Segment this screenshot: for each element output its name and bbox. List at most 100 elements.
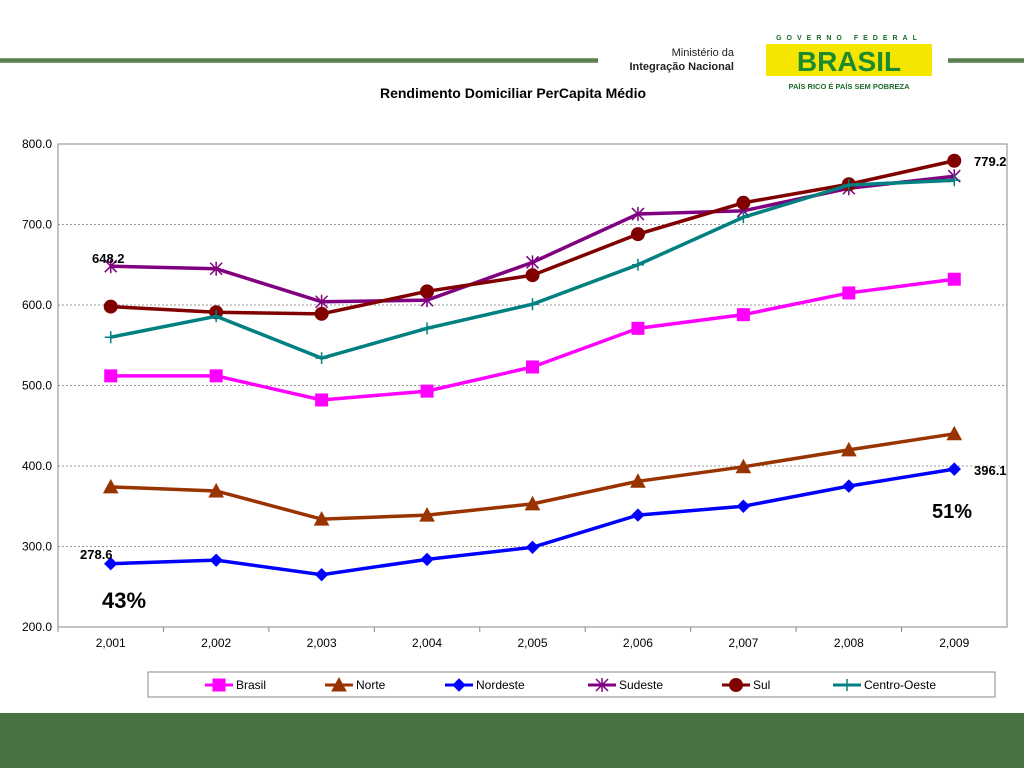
plot-area	[57, 143, 1008, 628]
x-tick-label: 2,007	[728, 636, 758, 650]
data-point	[421, 322, 434, 335]
data-point	[104, 369, 118, 383]
data-point	[419, 507, 435, 522]
data-point	[104, 557, 118, 571]
data-point	[102, 478, 119, 494]
data-point	[736, 499, 751, 513]
label-648: 648.2	[92, 251, 125, 266]
legend-item: Nordeste	[445, 678, 525, 692]
data-point	[208, 482, 225, 498]
data-point	[420, 552, 434, 567]
legend-item: Sul	[722, 678, 770, 692]
series-brasil	[104, 272, 961, 407]
x-tick-label: 2,003	[307, 636, 337, 650]
data-point	[736, 308, 750, 322]
data-point	[526, 360, 539, 374]
data-point	[630, 473, 646, 488]
legend-label: Centro-Oeste	[864, 678, 936, 692]
data-point	[104, 259, 118, 274]
data-point	[452, 678, 466, 692]
series-line	[110, 467, 955, 577]
x-tick-label: 2,001	[96, 636, 126, 650]
legend-item: Sudeste	[588, 678, 663, 692]
data-point	[842, 286, 856, 300]
data-point	[315, 393, 329, 407]
series-nordeste	[104, 462, 961, 582]
data-point	[631, 207, 645, 222]
y-tick-label: 800.0	[22, 137, 52, 151]
data-point	[209, 369, 223, 383]
data-point	[314, 567, 329, 582]
series-norte	[102, 425, 963, 526]
data-point	[525, 268, 540, 283]
label-396: 396.1	[974, 463, 1007, 478]
y-tick-label: 500.0	[22, 379, 52, 393]
logo-bottom-text: PAÍS RICO É PAÍS SEM POBREZA	[789, 82, 911, 91]
series-line	[110, 174, 955, 304]
data-point	[210, 310, 223, 323]
series-centro-oeste	[104, 174, 961, 365]
y-tick-label: 300.0	[22, 540, 52, 554]
pct-51: 51%	[932, 501, 972, 523]
logo-main-text: BRASIL	[797, 46, 901, 77]
data-point	[212, 678, 226, 692]
data-point	[420, 284, 435, 299]
data-point	[420, 384, 434, 398]
label-779: 779.2	[974, 154, 1007, 169]
x-tick-label: 2,004	[412, 636, 442, 650]
y-tick-label: 700.0	[22, 218, 52, 232]
ministry-logo-text: Ministério da Integração Nacional	[606, 46, 734, 74]
data-point	[313, 511, 330, 526]
legend-label: Brasil	[236, 678, 266, 692]
x-tick-label: 2,008	[834, 636, 864, 650]
data-point	[841, 679, 853, 691]
data-point	[525, 255, 540, 270]
series-line	[110, 277, 955, 402]
header-rule-left	[0, 58, 598, 63]
data-point	[595, 678, 609, 692]
y-tick-label: 600.0	[22, 298, 52, 312]
x-tick-label: 2,005	[517, 636, 547, 650]
data-point	[737, 211, 750, 224]
x-tick-label: 2,002	[201, 636, 231, 650]
data-point	[524, 495, 541, 511]
data-point	[735, 458, 752, 474]
label-278: 278.6	[80, 547, 113, 562]
data-point	[630, 227, 645, 242]
x-tick-label: 2,006	[623, 636, 653, 650]
series-line	[110, 159, 955, 316]
data-point	[947, 153, 962, 168]
data-point	[331, 676, 347, 692]
data-point	[526, 298, 539, 311]
footer-bar	[0, 713, 1024, 768]
data-point	[525, 540, 540, 555]
pct-43: 43%	[102, 588, 146, 613]
data-point	[315, 352, 328, 365]
legend-label: Sudeste	[619, 678, 663, 692]
data-point	[104, 331, 117, 344]
y-tick-label: 400.0	[22, 459, 52, 473]
data-point	[103, 299, 118, 314]
data-point	[315, 294, 329, 309]
legend-label: Norte	[356, 678, 386, 692]
data-point	[736, 195, 751, 210]
data-point	[631, 508, 645, 522]
data-point	[948, 174, 961, 187]
data-point	[209, 553, 223, 567]
legend-label: Sul	[753, 678, 770, 692]
legend-item: Norte	[325, 676, 386, 692]
data-point	[947, 462, 961, 476]
data-point	[314, 306, 329, 321]
data-point	[842, 479, 856, 493]
data-point	[631, 321, 645, 335]
logo-top-text: GOVERNO FEDERAL	[776, 35, 922, 42]
line-chart: Rendimento Domiciliar PerCapita Médio 20…	[22, 85, 1008, 698]
legend-item: Centro-Oeste	[833, 678, 936, 692]
header-rule-right	[948, 58, 1024, 63]
data-point	[946, 425, 963, 441]
governo-federal-brasil-logo: GOVERNO FEDERAL BRASIL PAÍS RICO É PAÍS …	[766, 35, 932, 91]
data-point	[842, 179, 855, 192]
legend-label: Nordeste	[476, 678, 525, 692]
data-point	[729, 678, 743, 692]
legend-item: Brasil	[205, 678, 266, 692]
